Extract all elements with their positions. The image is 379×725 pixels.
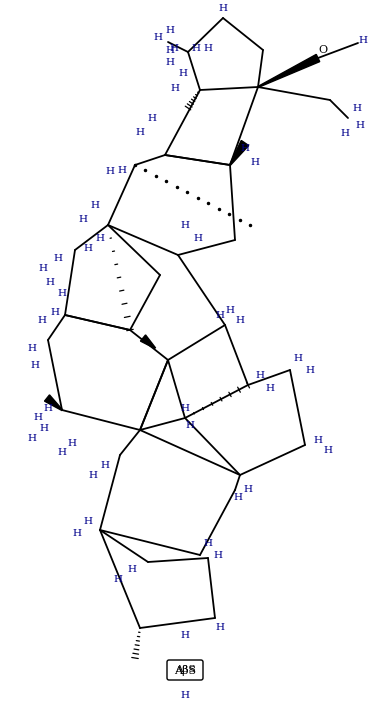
Text: AβS: AβS: [174, 665, 196, 676]
Text: H: H: [194, 233, 202, 242]
Text: H: H: [33, 413, 42, 421]
Text: H: H: [39, 423, 49, 433]
Text: H: H: [153, 33, 163, 41]
Text: H: H: [241, 144, 249, 152]
Text: H: H: [28, 344, 36, 352]
Text: H: H: [233, 494, 243, 502]
Text: H: H: [147, 114, 157, 123]
Text: H: H: [180, 404, 190, 413]
Polygon shape: [230, 141, 249, 165]
Text: H: H: [179, 68, 188, 78]
Text: H: H: [226, 305, 235, 315]
Text: H: H: [83, 244, 92, 252]
Text: H: H: [266, 384, 274, 392]
Text: H: H: [58, 447, 66, 457]
Text: H: H: [72, 529, 81, 537]
Text: H: H: [38, 315, 47, 325]
Text: H: H: [166, 46, 174, 54]
Text: H: H: [100, 460, 110, 470]
FancyBboxPatch shape: [167, 660, 203, 680]
Text: H: H: [89, 471, 97, 481]
Text: H: H: [136, 128, 144, 136]
Text: H: H: [117, 165, 127, 175]
Text: H: H: [359, 36, 368, 44]
Text: H: H: [180, 631, 190, 639]
Text: H: H: [324, 445, 332, 455]
Text: H: H: [78, 215, 88, 223]
Polygon shape: [258, 54, 320, 88]
Text: H: H: [83, 518, 92, 526]
Text: H: H: [356, 120, 365, 130]
Text: H: H: [216, 310, 224, 320]
Text: H: H: [67, 439, 77, 447]
Text: H: H: [180, 220, 190, 230]
Text: H: H: [39, 263, 47, 273]
Text: H: H: [251, 157, 260, 167]
Text: H: H: [28, 434, 36, 442]
Text: H: H: [113, 576, 122, 584]
Text: O: O: [318, 45, 327, 55]
Text: H: H: [127, 566, 136, 574]
Text: H: H: [105, 167, 114, 175]
Text: H: H: [53, 254, 63, 262]
Text: H: H: [96, 233, 105, 242]
Text: H: H: [255, 370, 265, 379]
Text: H: H: [235, 315, 244, 325]
Text: H: H: [313, 436, 323, 444]
Text: H: H: [166, 25, 174, 35]
Text: H: H: [216, 624, 224, 632]
Text: H: H: [293, 354, 302, 362]
Text: H: H: [50, 307, 60, 317]
Text: H: H: [166, 57, 174, 67]
Text: H: H: [185, 420, 194, 429]
Text: H: H: [204, 539, 213, 547]
Polygon shape: [141, 335, 155, 349]
Text: H: H: [340, 128, 349, 138]
Text: H: H: [191, 44, 200, 52]
Text: H: H: [219, 4, 227, 12]
Text: H: H: [352, 104, 362, 112]
Text: H: H: [44, 404, 53, 413]
Text: H: H: [30, 360, 39, 370]
Text: H: H: [58, 289, 66, 297]
Text: AβS: AβS: [175, 666, 195, 674]
Text: H: H: [171, 83, 180, 93]
Polygon shape: [44, 395, 62, 410]
Text: H: H: [45, 278, 55, 286]
Text: H: H: [305, 365, 315, 375]
Text: H: H: [204, 44, 213, 52]
Text: H: H: [91, 201, 100, 210]
Text: H: H: [243, 486, 252, 494]
Text: H: H: [180, 690, 190, 700]
Text: H: H: [213, 550, 222, 560]
Text: H: H: [169, 44, 179, 52]
